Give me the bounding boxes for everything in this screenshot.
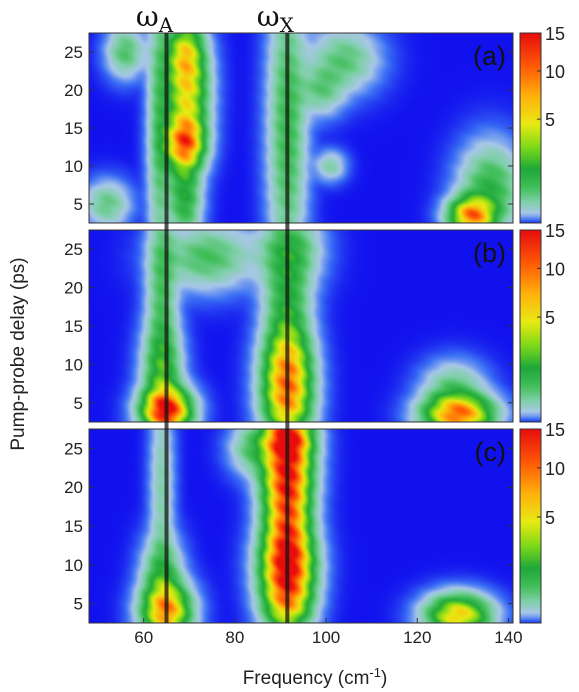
y-tick-label: 10 <box>64 157 83 176</box>
y-tick-label: 5 <box>74 195 83 214</box>
colorbars-group: 15 10 5 15 10 5 15 10 5 <box>519 24 565 624</box>
colorbar-tick-label: 10 <box>545 459 565 479</box>
colorbar-tick-label: 5 <box>545 508 555 528</box>
colorbar-3: 15 10 5 <box>519 420 565 624</box>
reference-label-x: ωX <box>257 0 295 37</box>
colorbar-frame <box>519 428 542 624</box>
panel-label: (a) <box>473 41 506 71</box>
heatmap-2 <box>89 230 513 422</box>
y-tick-label: 20 <box>64 478 83 497</box>
x-tick-label: 60 <box>134 628 153 647</box>
panel-3: 5 10 15 20 25 (c) <box>64 428 514 624</box>
reference-label-a: ωA <box>136 0 174 37</box>
y-tick-label: 15 <box>64 119 83 138</box>
y-tick-label: 15 <box>64 517 83 536</box>
colorbar-tick-label: 5 <box>545 110 555 130</box>
y-tick-label: 20 <box>64 279 83 298</box>
x-axis: 60 80 100 120 140 <box>134 618 523 647</box>
reference-lines-group: ωA ωX <box>136 0 295 623</box>
y-tick-label: 25 <box>64 439 83 458</box>
y-axis-title: Pump-probe delay (ps) <box>8 257 29 450</box>
colorbar-frame <box>519 32 542 224</box>
y-tick-label: 20 <box>64 81 83 100</box>
y-tick-label: 25 <box>64 43 83 62</box>
colorbar-gradient <box>520 230 541 422</box>
colorbar-tick-label: 10 <box>545 259 565 279</box>
x-tick-label: 100 <box>312 628 340 647</box>
x-tick-label: 80 <box>225 628 244 647</box>
y-tick-label: 5 <box>74 595 83 614</box>
colorbar-2: 15 10 5 <box>519 221 565 423</box>
panel-label: (b) <box>473 238 506 268</box>
colorbar-1: 15 10 5 <box>519 24 565 224</box>
colorbar-gradient <box>520 33 541 223</box>
colorbar-frame <box>519 229 542 423</box>
colorbar-tick-label: 15 <box>545 24 565 44</box>
y-tick-label: 10 <box>64 355 83 374</box>
panels-group: 5 10 15 20 25 (a) 5 10 15 20 25 (b) 5 10 15 20 25 (c) <box>64 32 514 624</box>
y-tick-label: 10 <box>64 556 83 575</box>
y-tick-label: 25 <box>64 240 83 259</box>
x-tick-label: 120 <box>403 628 431 647</box>
heatmap-3 <box>89 429 513 623</box>
panel-2: 5 10 15 20 25 (b) <box>64 229 514 423</box>
colorbar-tick-label: 5 <box>545 308 555 328</box>
y-tick-label: 15 <box>64 317 83 336</box>
colorbar-tick-label: 15 <box>545 420 565 440</box>
y-tick-label: 5 <box>74 394 83 413</box>
x-tick-label: 140 <box>494 628 522 647</box>
colorbar-gradient <box>520 429 541 623</box>
heatmap-1 <box>89 33 513 223</box>
panel-label: (c) <box>475 437 506 467</box>
x-axis-title: Frequency (cm-1) <box>243 665 388 689</box>
colorbar-tick-label: 10 <box>545 62 565 82</box>
panel-1: 5 10 15 20 25 (a) <box>64 32 514 224</box>
colorbar-tick-label: 15 <box>545 221 565 241</box>
